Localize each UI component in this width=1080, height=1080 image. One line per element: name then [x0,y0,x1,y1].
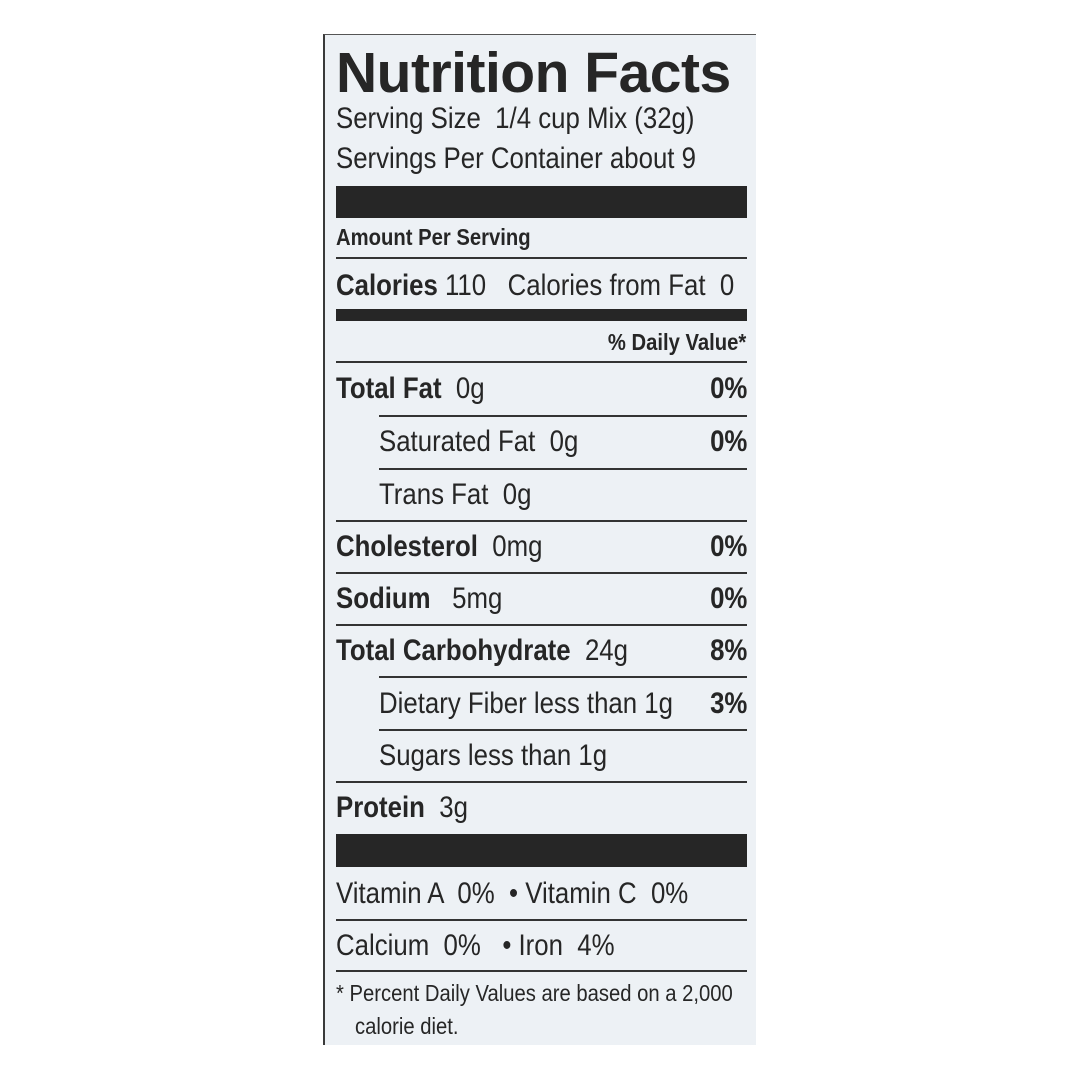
vitamins-row-1: Vitamin A 0% • Vitamin C 0% [336,874,747,914]
nutrient-text: Sodium 5mg [336,579,502,619]
nutrient-amount: less than 1g [467,739,608,772]
footnote-line-1: * Percent Daily Values are based on a 2,… [336,980,733,1006]
divider [336,361,747,363]
thick-divider [336,186,747,218]
nutrient-amount: 5mg [452,582,503,615]
nutrient-dv: 3% [709,687,747,720]
servings-value: about 9 [609,142,696,175]
nutrient-dv: 0% [709,530,747,563]
divider [336,919,747,921]
nutrient-amount: 0g [455,372,485,405]
divider [336,572,747,574]
calories-text: Calories 110 Calories from Fat 0 [336,266,734,306]
nutrient-amount: less than 1g [533,687,673,720]
calories-label: Calories [336,269,438,302]
nutrient-amount: 3g [439,791,468,824]
nutrient-name: Trans Fat [379,478,489,511]
nutrient-dv: 0% [709,582,747,615]
nutrient-amount: 24g [584,634,629,667]
calories-from-fat-label: Calories from Fat [507,269,706,302]
nutrient-row-dietary-fiber: Dietary Fiber less than 1g 3% [336,684,747,724]
divider [336,257,747,259]
nutrient-name: Sodium [336,582,431,615]
nutrient-name: Protein [336,791,425,824]
nutrient-row-total-carbohydrate: Total Carbohydrate 24g 8% [336,631,747,671]
calories-row: Calories 110 Calories from Fat 0 [336,266,747,306]
nutrient-amount: 0mg [492,530,543,563]
nutrient-dv: 0% [709,372,747,405]
servings-label: Servings Per Container [336,142,603,175]
nutrient-amount: 0g [502,478,532,511]
nutrient-text: Trans Fat 0g [379,475,531,515]
nutrient-name: Saturated Fat [379,425,536,458]
nutrient-name: Cholesterol [336,530,478,563]
nutrient-text: Saturated Fat 0g [379,422,578,462]
divider [379,676,747,678]
divider [336,970,747,972]
nutrient-text: Cholesterol 0mg [336,527,542,567]
nutrient-text: Dietary Fiber less than 1g [379,684,673,724]
serving-size-label: Serving Size [336,102,481,135]
nutrient-name: Total Carbohydrate [336,634,571,667]
divider [336,781,747,783]
label-title: Nutrition Facts [336,41,731,105]
nutrient-dv: 0% [709,425,747,458]
nutrient-row-sodium: Sodium 5mg 0% [336,579,747,619]
amount-per-serving: Amount Per Serving [336,224,531,250]
servings-per-container: Servings Per Container about 9 [336,141,696,177]
medium-divider [336,309,747,321]
nutrient-row-trans-fat: Trans Fat 0g [336,475,747,515]
nutrient-text: Total Carbohydrate 24g [336,631,628,671]
nutrient-name: Dietary Fiber [379,687,527,720]
divider [379,729,747,731]
nutrient-text: Protein 3g [336,788,468,828]
minerals-text: Calcium 0% • Iron 4% [336,929,615,962]
divider [379,468,747,470]
nutrient-amount: 0g [549,425,579,458]
nutrient-text: Sugars less than 1g [379,736,607,776]
nutrient-row-sugars: Sugars less than 1g [336,736,747,776]
vitamins-text: Vitamin A 0% • Vitamin C 0% [336,877,689,910]
nutrient-text: Total Fat 0g [336,369,485,409]
nutrient-row-protein: Protein 3g [336,788,747,828]
nutrient-name: Sugars [379,739,461,772]
vitamins-row-2: Calcium 0% • Iron 4% [336,926,747,966]
nutrient-row-total-fat: Total Fat 0g 0% [336,369,747,409]
nutrient-row-cholesterol: Cholesterol 0mg 0% [336,527,747,567]
thick-divider [336,834,747,867]
footnote-line-2: calorie diet. [355,1013,459,1039]
divider [336,520,747,522]
calories-from-fat-value: 0 [719,269,735,302]
serving-size: Serving Size 1/4 cup Mix (32g) [336,101,695,137]
daily-value-header: % Daily Value* [607,329,746,355]
nutrient-name: Total Fat [336,372,442,405]
nutrient-row-saturated-fat: Saturated Fat 0g 0% [336,422,747,462]
divider [336,624,747,626]
nutrient-dv: 8% [709,634,747,667]
serving-size-value: 1/4 cup Mix (32g) [495,102,695,135]
nutrition-facts-label: Nutrition Facts Serving Size 1/4 cup Mix… [323,34,756,1045]
calories-value: 110 [444,269,487,302]
divider [379,415,747,417]
